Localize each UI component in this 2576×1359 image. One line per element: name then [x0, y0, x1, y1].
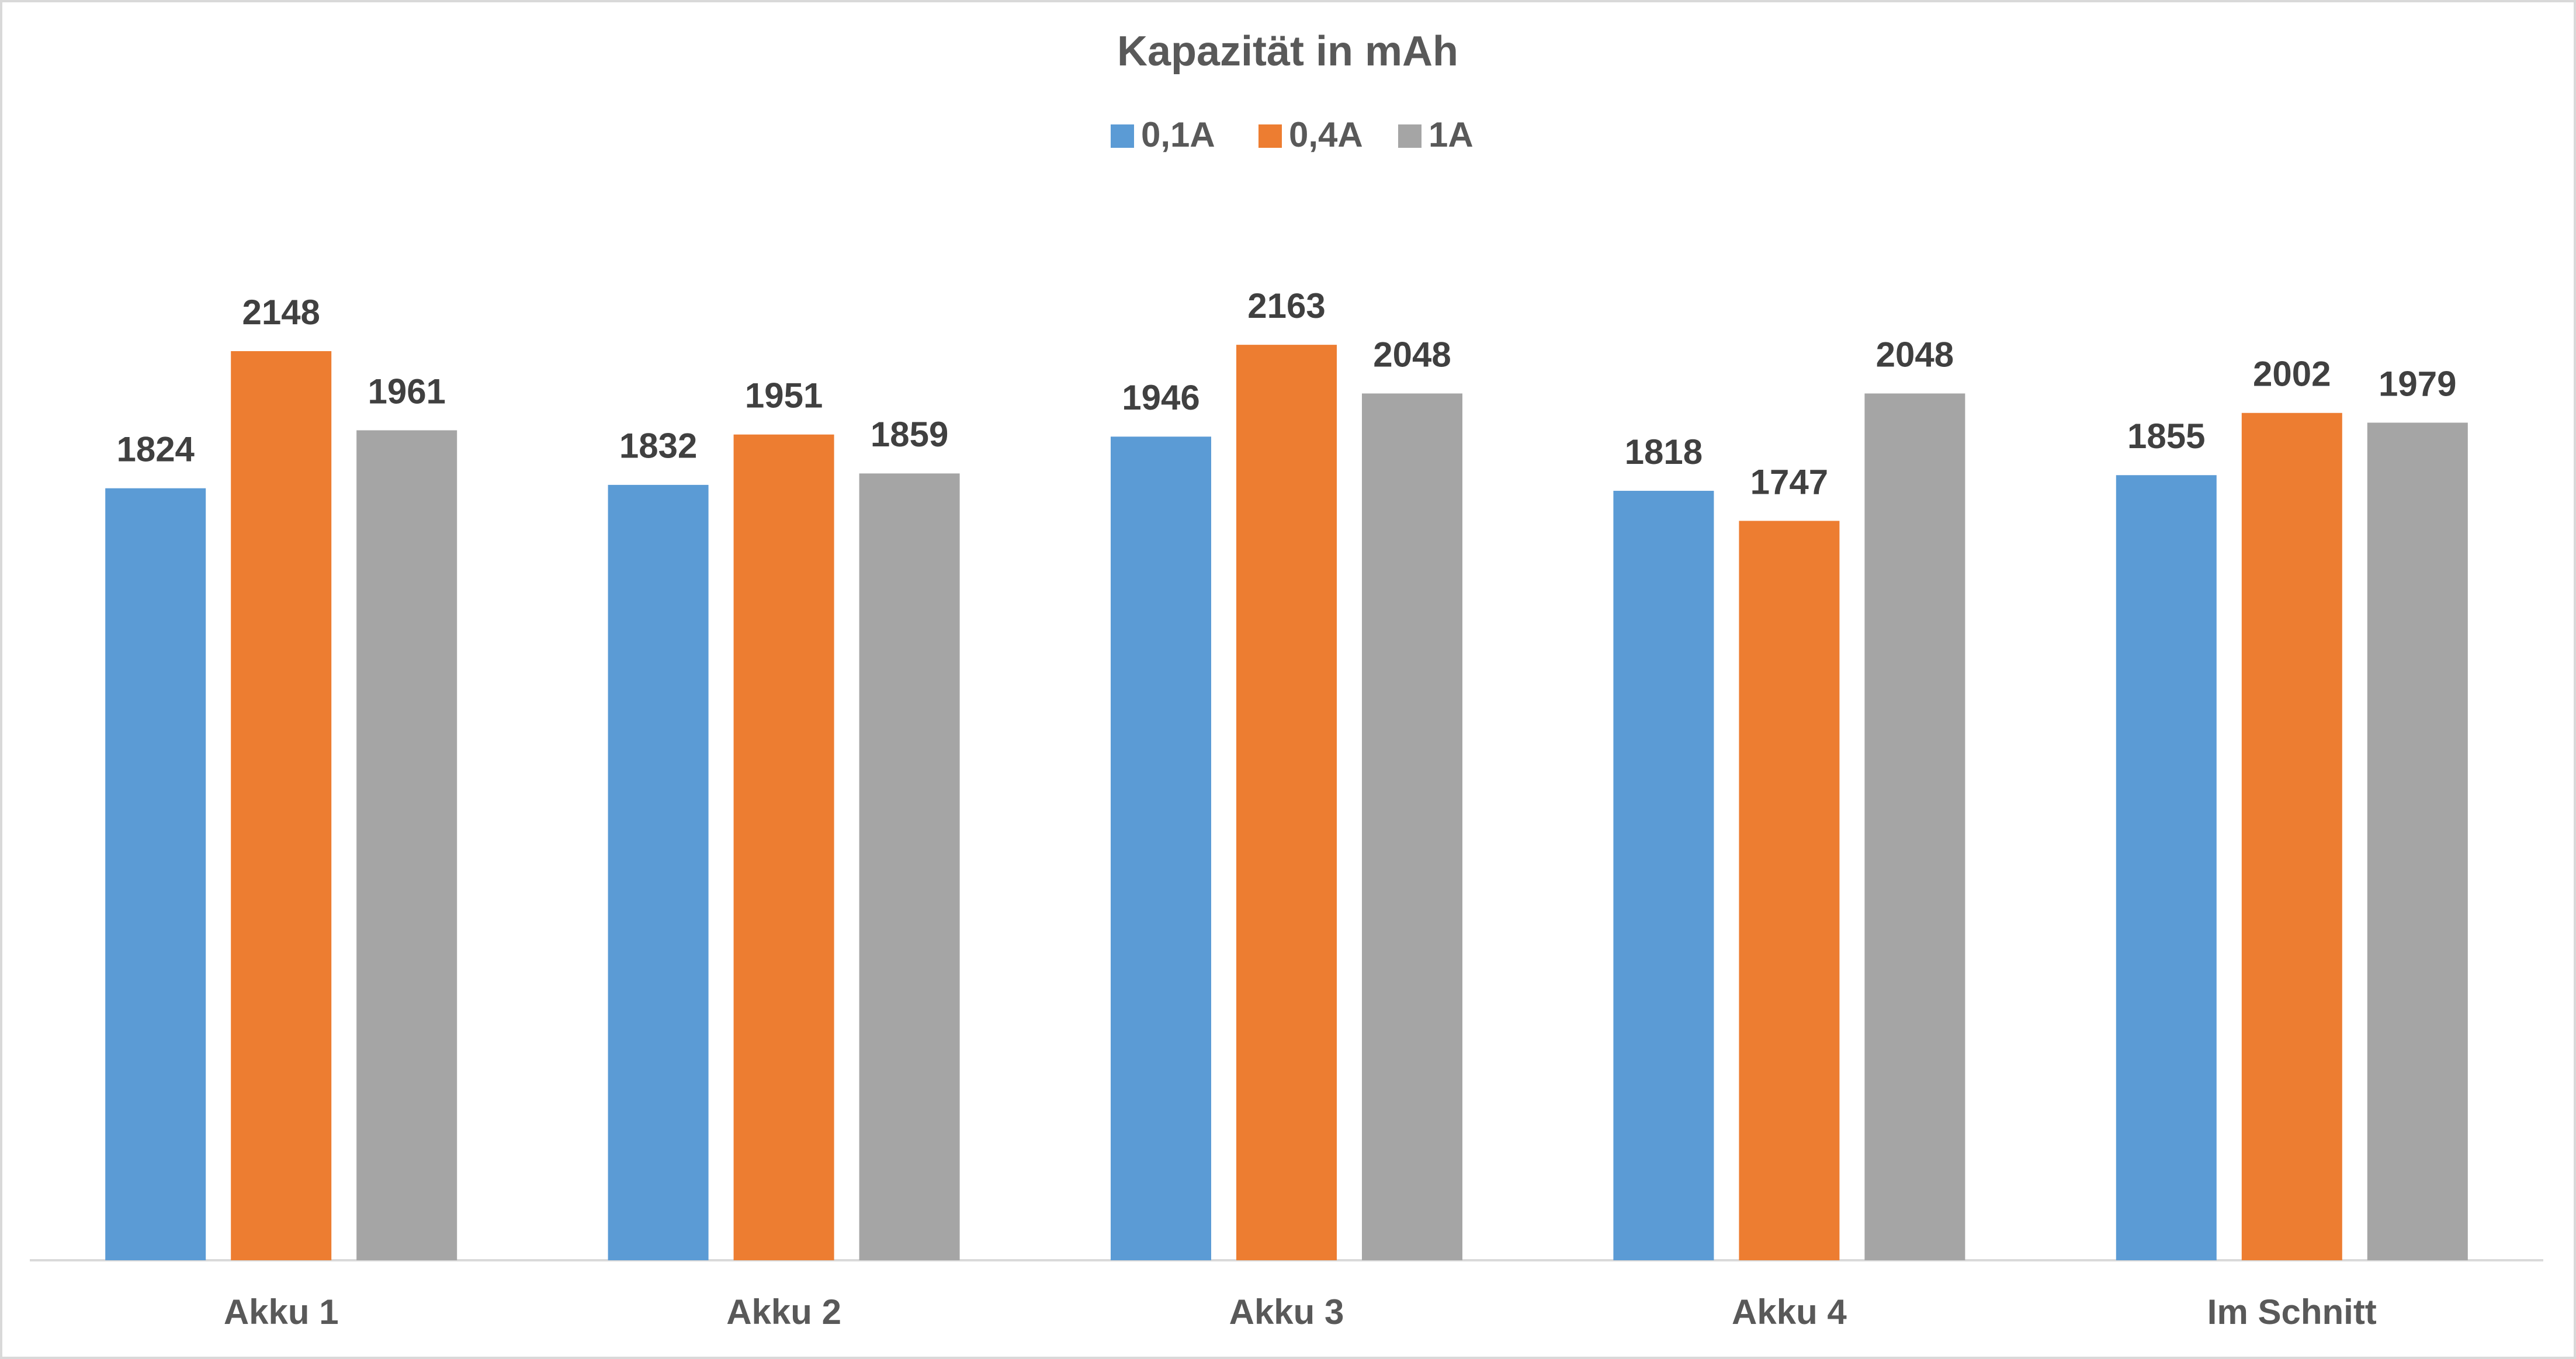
legend-swatch — [1398, 124, 1422, 148]
data-label: 1951 — [745, 376, 823, 415]
x-tick-label: Im Schnitt — [2207, 1292, 2377, 1332]
legend-label: 1A — [1429, 115, 1474, 154]
bar — [2116, 475, 2217, 1260]
bar — [2367, 422, 2468, 1261]
bar — [859, 473, 960, 1261]
legend-swatch — [1111, 124, 1134, 148]
bar — [1739, 521, 1840, 1261]
legend-label: 0,4A — [1289, 115, 1363, 154]
bar — [1864, 393, 1965, 1261]
x-tick-label: Akku 4 — [1732, 1292, 1847, 1332]
legend-swatch — [1258, 124, 1282, 148]
data-label: 1859 — [871, 415, 948, 454]
data-label: 1824 — [116, 430, 195, 469]
bar — [1362, 393, 1462, 1261]
data-label: 2048 — [1876, 335, 1954, 374]
data-label: 2048 — [1373, 335, 1451, 374]
data-label: 2163 — [1247, 286, 1325, 325]
chart-title: Kapazität in mAh — [1117, 28, 1458, 75]
data-label: 1979 — [2379, 364, 2456, 403]
data-label: 1818 — [1625, 432, 1703, 472]
bar — [608, 484, 709, 1260]
data-label: 1747 — [1750, 462, 1828, 501]
bar — [733, 434, 834, 1261]
bar — [356, 430, 457, 1260]
x-tick-label: Akku 3 — [1229, 1292, 1344, 1332]
bar — [1236, 345, 1337, 1260]
data-label: 1946 — [1122, 378, 1199, 417]
data-label: 1961 — [367, 372, 445, 411]
bar — [231, 351, 332, 1260]
x-tick-label: Akku 2 — [726, 1292, 841, 1332]
bar — [105, 488, 206, 1261]
legend-label: 0,1A — [1141, 115, 1215, 154]
bar — [2241, 412, 2342, 1260]
bar — [1111, 436, 1211, 1260]
data-label: 1832 — [619, 427, 697, 466]
data-label: 2002 — [2253, 355, 2331, 394]
data-label: 2148 — [242, 293, 320, 332]
x-tick-label: Akku 1 — [224, 1292, 339, 1332]
data-label: 1855 — [2127, 417, 2205, 456]
bar — [1613, 491, 1714, 1260]
